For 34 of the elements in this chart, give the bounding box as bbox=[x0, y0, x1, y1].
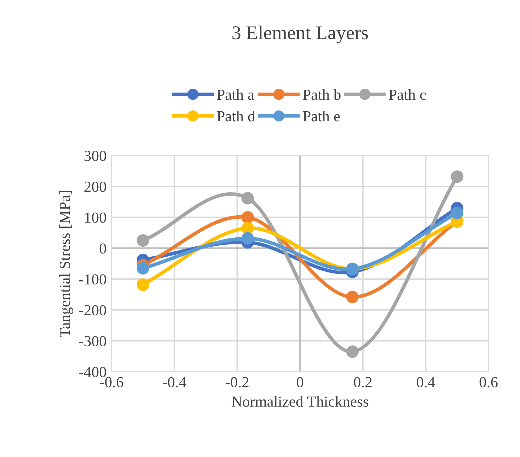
point bbox=[136, 278, 150, 292]
point bbox=[451, 170, 464, 184]
point bbox=[242, 211, 254, 224]
x-tick-label: -0.6 bbox=[100, 377, 124, 388]
legend-label: Path e bbox=[303, 110, 340, 122]
legend-label: Path d bbox=[217, 110, 256, 122]
legend-label: Path c bbox=[389, 89, 426, 100]
y-tick-label: 0 bbox=[100, 244, 106, 254]
x-tick-label: 0 bbox=[297, 377, 304, 388]
y-tick-label: 300 bbox=[84, 150, 106, 162]
x-tick-label: 0.2 bbox=[354, 377, 372, 388]
point bbox=[136, 262, 150, 275]
x-tick-label: 0.6 bbox=[480, 377, 498, 388]
y-tick-label: -300 bbox=[80, 336, 106, 347]
point bbox=[451, 207, 464, 220]
y-tick-label: -400 bbox=[80, 367, 106, 378]
point bbox=[346, 291, 359, 304]
legend-label: Path b bbox=[303, 89, 341, 100]
y-axis-title: Tangential Stress [MPa] bbox=[59, 191, 74, 338]
legend-label: Path a bbox=[217, 89, 254, 100]
point bbox=[346, 346, 359, 358]
point bbox=[242, 232, 254, 245]
x-tick-label: 0.4 bbox=[417, 377, 436, 388]
x-tick-label: -0.4 bbox=[163, 377, 186, 388]
chart-title: 3 Element Layers bbox=[232, 26, 368, 44]
point bbox=[136, 234, 150, 248]
point bbox=[242, 192, 254, 205]
y-tick-label: 200 bbox=[84, 182, 106, 192]
y-tick-label: 100 bbox=[85, 212, 106, 224]
y-tick-label: -200 bbox=[80, 305, 106, 316]
y-tick-label: -100 bbox=[80, 274, 106, 285]
x-axis-title: Normalized Thickness bbox=[232, 396, 369, 408]
x-tick-label: -0.2 bbox=[226, 377, 249, 388]
point bbox=[242, 222, 254, 235]
